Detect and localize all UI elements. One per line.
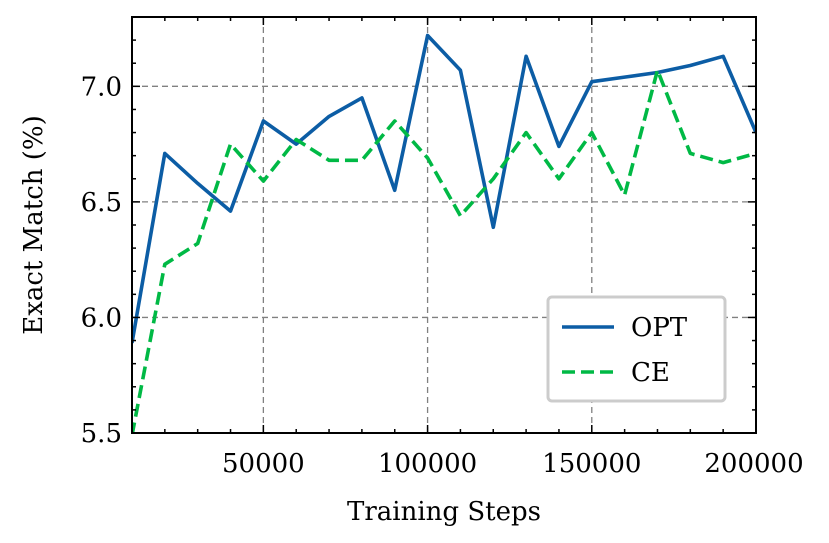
- series-line-opt: [132, 33, 756, 344]
- legend-label-ce: CE: [631, 358, 670, 388]
- x-tick-label: 200000: [704, 449, 803, 479]
- y-tick-label: 6.0: [81, 303, 122, 333]
- y-tick-label: 7.0: [81, 72, 122, 102]
- y-tick-label: 5.5: [81, 419, 122, 449]
- y-axis-label: Exact Match (%): [19, 115, 49, 335]
- x-tick-label: 100000: [378, 449, 477, 479]
- x-tick-label: 150000: [542, 449, 641, 479]
- x-axis-label: Training Steps: [347, 497, 541, 527]
- legend: OPT CE: [546, 295, 727, 403]
- series-line-ce: [132, 68, 756, 433]
- x-tick-label: 50000: [222, 449, 305, 479]
- tick-labels: 50000 100000 150000 200000 5.5 6.0 6.5 7.0: [81, 72, 804, 479]
- legend-label-opt: OPT: [631, 313, 688, 343]
- series-lines: [132, 33, 756, 433]
- ticks: [131, 16, 757, 434]
- y-tick-label: 6.5: [81, 188, 122, 218]
- legend-box: [546, 295, 727, 403]
